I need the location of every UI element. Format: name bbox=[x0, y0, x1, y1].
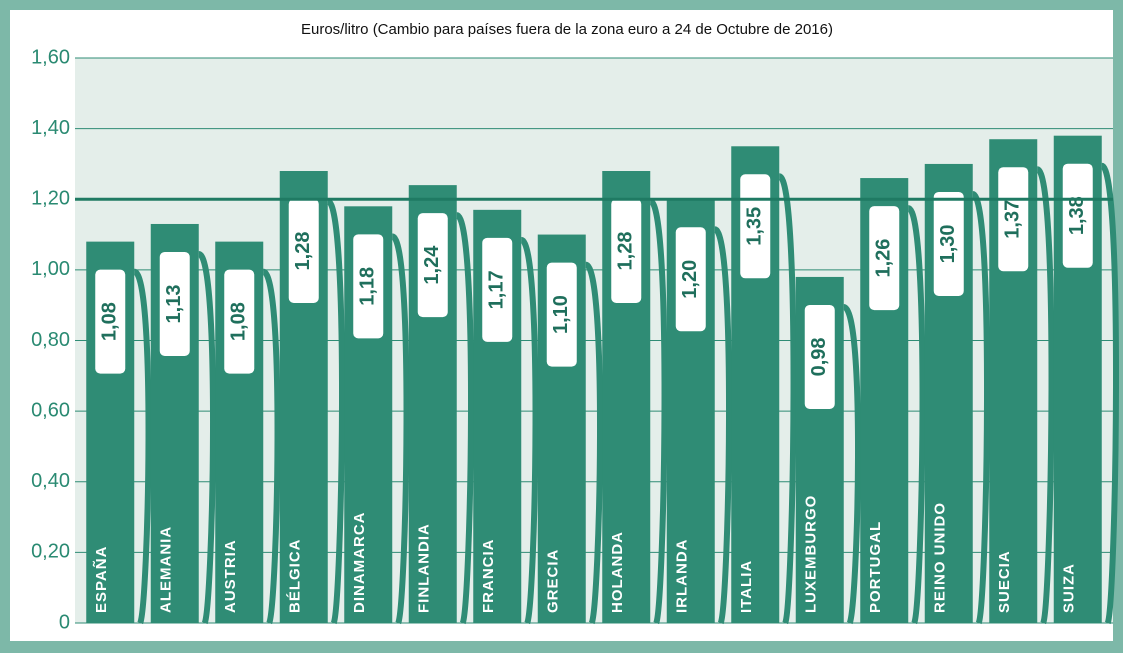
x-tick-label: DINAMARCA bbox=[351, 512, 368, 614]
value-label: 1,08 bbox=[99, 302, 121, 341]
value-label: 1,13 bbox=[163, 285, 185, 324]
y-tick-label: 0 bbox=[59, 611, 70, 633]
y-tick-label: 1,40 bbox=[31, 117, 70, 139]
x-tick-label: LUXEMBURGO bbox=[803, 495, 820, 613]
value-label: 1,26 bbox=[873, 239, 895, 278]
x-tick-label: FINLANDIA bbox=[416, 523, 433, 613]
x-tick-label: ITALIA bbox=[738, 560, 755, 613]
value-label: 1,18 bbox=[357, 267, 379, 306]
value-label: 0,98 bbox=[808, 337, 830, 376]
x-tick-label: IRLANDA bbox=[674, 539, 691, 614]
value-label: 1,28 bbox=[292, 232, 314, 271]
x-tick-label: SUECIA bbox=[996, 550, 1013, 613]
value-label: 1,08 bbox=[228, 302, 250, 341]
x-tick-label: SUIZA bbox=[1061, 563, 1078, 613]
x-tick-label: FRANCIA bbox=[480, 539, 497, 614]
x-tick-label: ESPAÑA bbox=[92, 546, 110, 613]
y-tick-label: 0,20 bbox=[31, 541, 70, 563]
x-tick-label: BÉLGICA bbox=[287, 539, 304, 614]
x-tick-label: HOLANDA bbox=[609, 531, 626, 613]
x-tick-label: AUSTRIA bbox=[222, 539, 239, 613]
value-label: 1,20 bbox=[679, 260, 701, 299]
x-tick-label: GRECIA bbox=[545, 549, 562, 613]
x-tick-label: ALEMANIA bbox=[158, 526, 175, 613]
chart: Euros/litro (Cambio para países fuera de… bbox=[0, 0, 1123, 653]
value-label: 1,38 bbox=[1066, 196, 1088, 235]
y-tick-label: 0,60 bbox=[31, 399, 70, 421]
value-label: 1,35 bbox=[744, 207, 766, 246]
x-tick-label: REINO UNIDO bbox=[932, 502, 949, 613]
y-tick-label: 0,40 bbox=[31, 470, 70, 492]
value-label: 1,30 bbox=[937, 224, 959, 263]
value-label: 1,10 bbox=[550, 295, 572, 334]
value-label: 1,37 bbox=[1002, 200, 1024, 239]
y-tick-label: 1,20 bbox=[31, 188, 70, 210]
y-tick-label: 1,60 bbox=[31, 46, 70, 68]
page: Euros/litro (Cambio para países fuera de… bbox=[0, 0, 1123, 653]
value-label: 1,24 bbox=[421, 245, 443, 285]
value-label: 1,28 bbox=[615, 232, 637, 271]
x-tick-label: PORTUGAL bbox=[867, 521, 884, 613]
y-tick-label: 1,00 bbox=[31, 258, 70, 280]
y-tick-label: 0,80 bbox=[31, 329, 70, 351]
chart-title: Euros/litro (Cambio para países fuera de… bbox=[301, 21, 833, 38]
value-label: 1,17 bbox=[486, 270, 508, 309]
